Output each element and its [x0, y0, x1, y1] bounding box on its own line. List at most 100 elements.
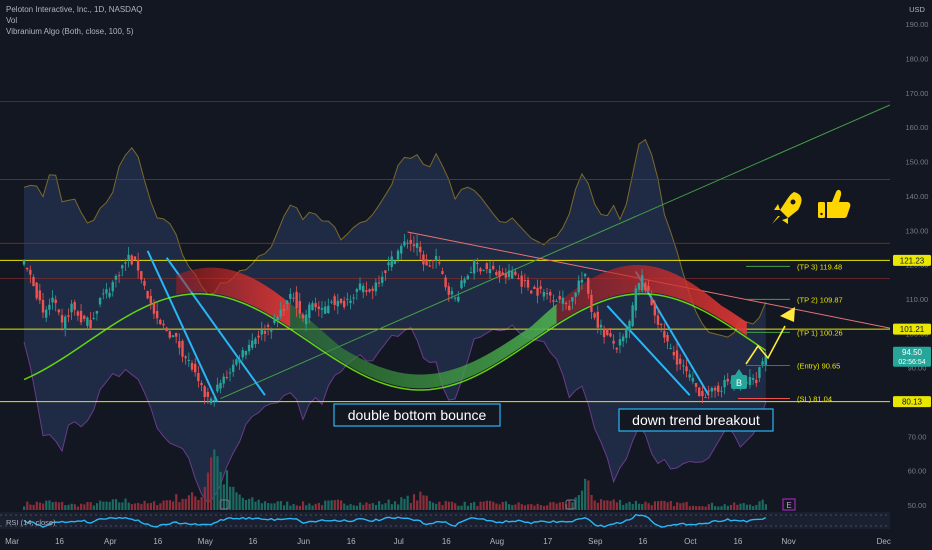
candle-body [174, 332, 178, 337]
volume-bar [393, 501, 397, 510]
candle-body [612, 340, 615, 344]
candle-body [606, 328, 609, 336]
volume-bar [95, 503, 99, 510]
volume-bar [412, 494, 416, 510]
volume-bar [479, 501, 482, 510]
volume-bar [254, 501, 257, 510]
volume-bar [29, 504, 32, 510]
candle-body [523, 280, 527, 282]
volume-bar [89, 502, 92, 510]
candle-body [434, 256, 438, 261]
y-tick-label: 180.00 [906, 55, 929, 64]
candle-body [453, 297, 457, 299]
candle-body [381, 276, 384, 283]
candle-body [349, 300, 352, 303]
indicator-label: Vibranium Algo (Both, close, 100, 5) [6, 27, 134, 36]
volume-bar [596, 502, 599, 510]
candle-body [371, 288, 374, 291]
axis-background [890, 0, 932, 550]
candle-body [95, 310, 99, 314]
price-tag-label: 80.13 [902, 398, 923, 407]
candle-body [682, 365, 685, 367]
candle-body [409, 240, 412, 244]
candle-body [35, 282, 38, 299]
volume-bar [676, 502, 679, 510]
volume-bar [552, 502, 555, 510]
volume-bar [23, 506, 26, 510]
volume-bar [653, 501, 657, 510]
candle-body [444, 277, 447, 288]
volume-bar [542, 505, 546, 510]
x-tick-label: 16 [248, 537, 257, 546]
x-tick-label: Apr [104, 537, 117, 546]
candle-body [247, 344, 251, 352]
candle-body [691, 378, 695, 382]
candle-body [342, 300, 346, 308]
level-label: (TP 3) 119.48 [797, 262, 842, 271]
annotation-label: down trend breakout [632, 412, 760, 428]
candle-body [209, 398, 213, 404]
candle-body [561, 297, 565, 304]
candle-body [149, 295, 152, 304]
volume-bar [295, 505, 298, 510]
candle-body [412, 244, 416, 247]
volume-bar [26, 501, 29, 510]
candle-body [688, 374, 691, 378]
candle-body [314, 303, 317, 308]
candle-body [672, 352, 676, 356]
candle-body [482, 269, 485, 271]
earnings-marker-label: E [786, 501, 791, 510]
volume-bar [86, 501, 89, 510]
volume-bar [70, 503, 73, 510]
candle-body [469, 272, 473, 274]
candle-body [472, 260, 476, 274]
volume-bar [273, 503, 276, 510]
volume-bar [333, 500, 336, 510]
x-tick-label: Sep [588, 537, 603, 546]
countdown-label: 02:56:54 [898, 359, 925, 366]
volume-bar [327, 500, 330, 510]
candle-body [653, 302, 657, 316]
y-tick-label: 150.00 [906, 158, 929, 167]
volume-bar [647, 503, 650, 510]
volume-bar [755, 504, 758, 510]
volume-bar [622, 504, 625, 510]
candle-body [89, 319, 92, 328]
volume-bar [698, 506, 701, 510]
candle-body [235, 359, 238, 365]
volume-bar [761, 499, 764, 510]
candle-body [358, 283, 362, 290]
volume-bar [549, 502, 552, 510]
candle-body [748, 376, 752, 386]
candle-body [114, 275, 118, 280]
volume-bar [57, 502, 61, 510]
volume-bar [368, 503, 371, 510]
candle-body [276, 316, 279, 321]
volume-bar [48, 500, 51, 510]
x-tick-label: 17 [543, 537, 552, 546]
x-tick-label: Jun [297, 537, 310, 546]
candle-body [83, 315, 86, 319]
volume-bar [51, 502, 54, 510]
candle-body [574, 292, 577, 297]
volume-bar [561, 501, 565, 510]
candle-body [428, 265, 431, 267]
candle-body [146, 290, 149, 299]
volume-bar [349, 504, 352, 510]
volume-bar [511, 505, 514, 510]
volume-bar [580, 490, 584, 510]
volume-bar [222, 484, 225, 510]
volume-bar [191, 492, 194, 510]
volume-bar [441, 505, 444, 510]
candle-body [168, 331, 172, 338]
candle-body [190, 362, 194, 370]
volume-bar [466, 505, 469, 510]
volume-bar [251, 497, 254, 510]
volume-bar [460, 505, 463, 510]
volume-bar [492, 501, 495, 510]
volume-bar [359, 502, 362, 510]
candle-body [552, 300, 555, 302]
volume-bar [381, 504, 384, 510]
volume-bar [657, 501, 660, 510]
